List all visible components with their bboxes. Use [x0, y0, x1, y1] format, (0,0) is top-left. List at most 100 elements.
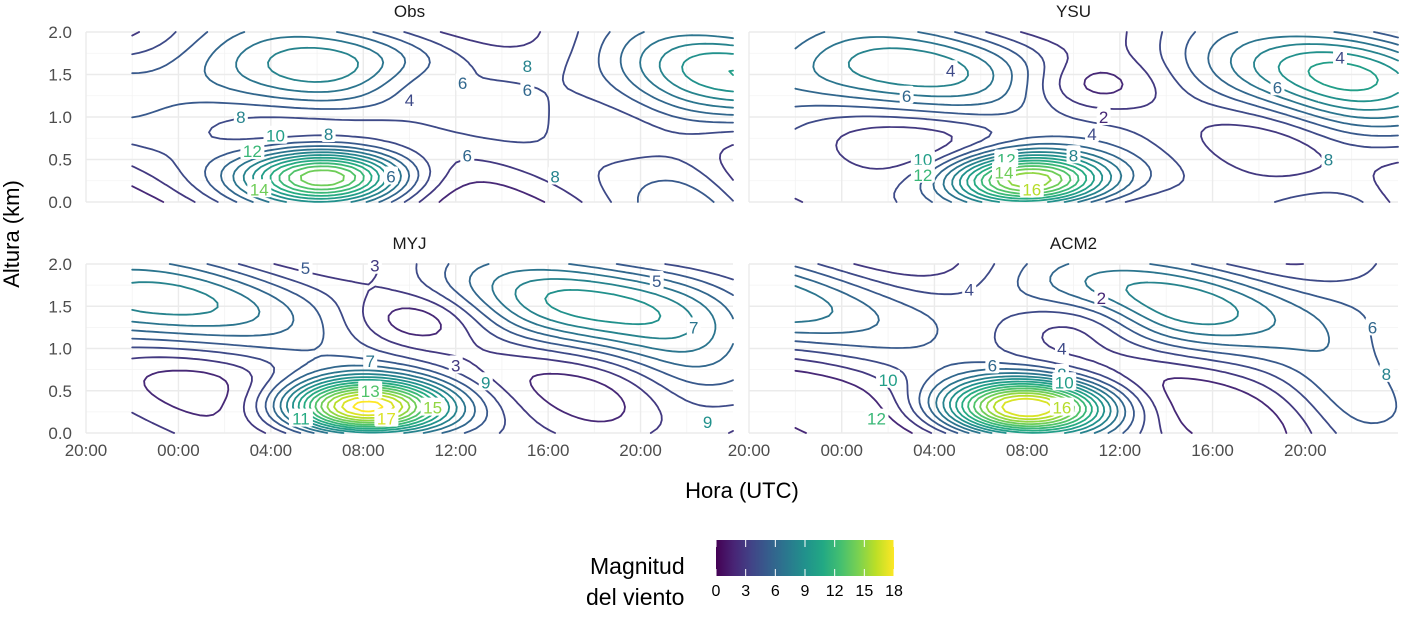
x-tick-label: 20:00: [728, 441, 771, 460]
contour-level: [131, 181, 546, 203]
contour-label-background: [263, 125, 288, 144]
x-tick-label: 16:00: [1191, 441, 1234, 460]
panel-obs: Obs 8 10 8 12 14 6 4 6 6 8 6 8: [85, 2, 734, 203]
contour-label-background: [1054, 338, 1069, 357]
legend-tick-label: 3: [741, 583, 750, 600]
contour-level: [949, 378, 1106, 434]
legend-ticks: 0 3 6 9 12 15 18: [712, 540, 903, 600]
panel-acm2: ACM2426468810101612: [748, 234, 1398, 434]
legend-title-line-2: del viento: [586, 584, 684, 610]
contour-label-background: [686, 317, 701, 336]
contour-label-background: [288, 408, 313, 427]
contour-label: 8: [1069, 146, 1078, 165]
contour-label: 13: [361, 382, 380, 401]
contour-label-background: [367, 255, 382, 274]
legend-tick-label: 15: [855, 583, 873, 600]
contour-level: [794, 31, 1399, 203]
contour-label-background: [985, 355, 1000, 374]
y-tick-label: 1.0: [48, 340, 72, 359]
contour-label: 6: [988, 356, 997, 375]
panel-title: Obs: [394, 2, 425, 21]
contour-level: [973, 387, 1081, 428]
contour-label-background: [520, 56, 535, 74]
contour-level: [131, 263, 734, 434]
contour-label: 9: [481, 373, 490, 392]
contour-label: 5: [652, 272, 661, 291]
contour-label: 8: [324, 125, 333, 144]
contour-label: 3: [370, 257, 379, 276]
contour-label-background: [455, 73, 470, 91]
contour-label: 8: [1324, 151, 1333, 170]
y-tick-label: 0.0: [48, 193, 72, 212]
contour-label: 14: [250, 180, 269, 199]
contour-label-background: [420, 397, 445, 416]
x-tick-label: 08:00: [1006, 441, 1049, 460]
contour-label: 14: [995, 163, 1014, 182]
contour-label: 10: [1055, 373, 1074, 392]
contour-label-background: [910, 149, 935, 168]
contour-label-background: [864, 408, 889, 427]
contour-label-background: [962, 279, 977, 298]
contour-labels: 5 3 5 7 7 3 9 13 11 15 17 9: [288, 255, 715, 432]
y-tick-label: 1.5: [48, 297, 72, 316]
contour-label: 4: [1087, 125, 1096, 144]
x-tick-label: 00:00: [820, 441, 863, 460]
contour-label-background: [910, 164, 935, 183]
contour-label: 8: [236, 108, 245, 127]
contour-level: [794, 31, 1399, 203]
legend-title-line-1: Magnitud: [590, 553, 685, 579]
contour-label-background: [1094, 287, 1109, 306]
contour-label-background: [1049, 397, 1074, 416]
contour-label: 12: [867, 410, 886, 429]
contour-level: [959, 51, 1399, 203]
y-tick-label: 1.0: [48, 108, 72, 127]
legend-tick-label: 18: [885, 583, 903, 600]
contour-label-background: [233, 107, 248, 125]
x-axis-title: Hora (UTC): [685, 478, 799, 503]
contour-label: 12: [913, 166, 932, 185]
x-tick-label: 20:00: [1284, 441, 1327, 460]
contour-label-background: [402, 90, 417, 108]
contour-label-background: [700, 412, 715, 431]
contour-level: [131, 31, 734, 203]
x-tick-label: 00:00: [157, 441, 200, 460]
legend: Magnitud del viento 0 3 6 9 12 15 18: [586, 540, 903, 610]
y-tick-label: 2.0: [48, 23, 72, 42]
contour-label: 5: [301, 259, 310, 278]
contour-label-background: [1052, 372, 1077, 391]
contour-level: [967, 385, 1087, 430]
legend-tick-label: 9: [801, 583, 810, 600]
contour-label: 12: [243, 142, 262, 161]
y-tick-label: 1.5: [48, 66, 72, 85]
contour-label-background: [1365, 317, 1380, 336]
contour-level: [131, 263, 734, 434]
contour-level: [352, 400, 384, 413]
legend-tick-label: 6: [771, 583, 780, 600]
contour-label-background: [991, 162, 1016, 181]
contour-label: 16: [1022, 180, 1041, 199]
contour-label-background: [363, 351, 378, 370]
contour-label-background: [1321, 149, 1336, 168]
panel-title: YSU: [1056, 2, 1091, 21]
contour-label: 17: [377, 410, 396, 429]
contour-level: [794, 263, 1330, 434]
x-tick-label: 12:00: [1099, 441, 1142, 460]
contour-label: 10: [913, 151, 932, 170]
contour-label-background: [943, 60, 958, 79]
contour-label: 6: [458, 74, 467, 93]
contour-level: [1001, 397, 1053, 418]
contour-label: 10: [879, 371, 898, 390]
contour-label-background: [1379, 363, 1394, 382]
gridlines: [85, 263, 733, 434]
contour-level: [269, 159, 373, 197]
contour-label: 16: [1052, 399, 1071, 418]
panel-myj: MYJ 5 3 5 7 7 3 9 13 11 15 17 9: [85, 234, 734, 434]
contour-label-background: [460, 145, 475, 164]
contour-label: 3: [451, 356, 460, 375]
panel-title: MYJ: [393, 234, 427, 253]
contour-level: [131, 263, 734, 434]
contour-label: 6: [1273, 78, 1282, 97]
